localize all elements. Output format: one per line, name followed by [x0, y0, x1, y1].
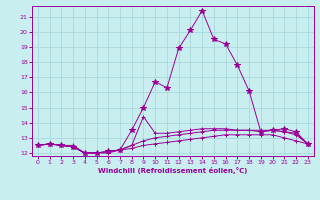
X-axis label: Windchill (Refroidissement éolien,°C): Windchill (Refroidissement éolien,°C)	[98, 167, 247, 174]
